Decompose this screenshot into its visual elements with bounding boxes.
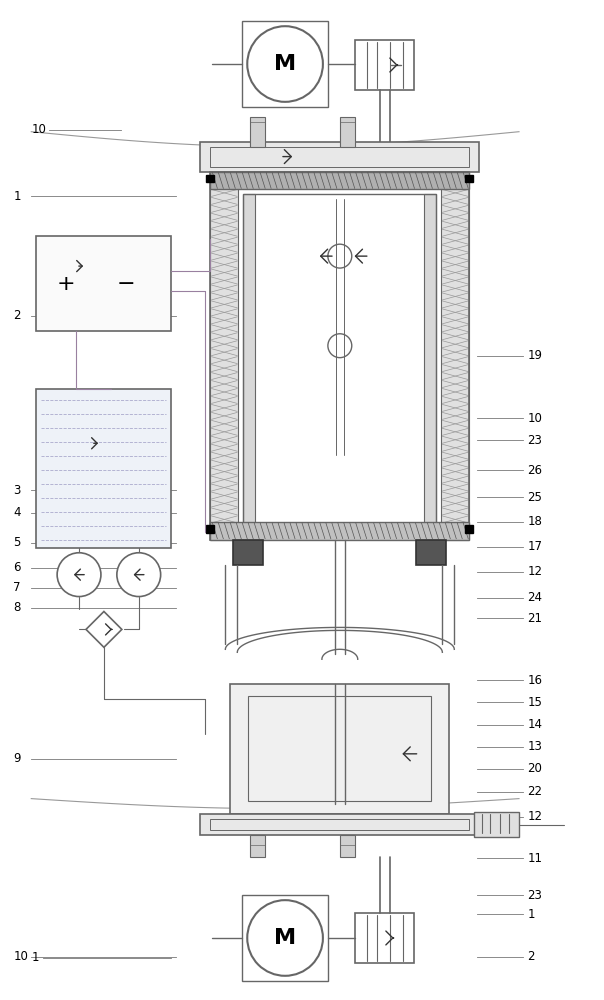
Text: 6: 6 (13, 561, 21, 574)
Bar (340, 835, 355, 857)
Bar (233, 540, 263, 565)
Text: −: − (117, 274, 135, 294)
Text: 12: 12 (527, 810, 542, 823)
Text: 16: 16 (527, 674, 542, 687)
Bar (207, 175, 214, 182)
Bar (417, 540, 446, 565)
Text: 5: 5 (13, 536, 21, 549)
Bar (210, 172, 239, 540)
Bar (242, 895, 328, 981)
Bar (355, 913, 414, 963)
Bar (36, 389, 170, 548)
Bar (474, 812, 519, 837)
Bar (210, 522, 469, 540)
Polygon shape (86, 611, 122, 647)
Text: 2: 2 (13, 309, 21, 322)
Bar (248, 696, 431, 801)
Text: 19: 19 (527, 349, 542, 362)
Bar (243, 194, 255, 535)
Bar (201, 814, 479, 835)
Bar (250, 835, 265, 857)
Text: 26: 26 (527, 464, 542, 477)
Bar (442, 172, 469, 540)
Bar (210, 147, 469, 167)
Text: 4: 4 (13, 506, 21, 519)
Bar (201, 142, 479, 172)
Text: 21: 21 (527, 612, 542, 625)
Bar (465, 525, 473, 533)
Text: M: M (274, 928, 296, 948)
Text: 14: 14 (527, 718, 542, 731)
Text: 25: 25 (527, 491, 542, 504)
Text: 13: 13 (527, 740, 542, 753)
Circle shape (57, 553, 101, 597)
Bar (340, 117, 355, 147)
Text: 22: 22 (527, 785, 542, 798)
Text: 20: 20 (527, 762, 542, 775)
Text: 10: 10 (527, 412, 542, 425)
Text: 11: 11 (527, 852, 542, 865)
Text: 12: 12 (527, 565, 542, 578)
Bar (355, 40, 414, 90)
Bar (250, 117, 265, 147)
Bar (36, 236, 170, 331)
Text: 23: 23 (527, 889, 542, 902)
Text: 23: 23 (527, 434, 542, 447)
Circle shape (247, 26, 323, 102)
Text: 1: 1 (31, 951, 39, 964)
Text: 2: 2 (527, 950, 535, 963)
Text: 17: 17 (527, 540, 542, 553)
Bar (242, 21, 328, 107)
Text: 24: 24 (527, 591, 542, 604)
Bar (425, 194, 436, 535)
Text: +: + (57, 274, 76, 294)
Circle shape (247, 900, 323, 976)
Text: 1: 1 (527, 908, 535, 921)
Text: 18: 18 (527, 515, 542, 528)
Text: 10: 10 (13, 950, 28, 963)
Bar (210, 172, 469, 540)
Text: 7: 7 (13, 581, 21, 594)
Bar (207, 525, 214, 533)
Text: 3: 3 (13, 484, 21, 497)
Bar (210, 172, 469, 189)
Bar (230, 684, 449, 814)
Circle shape (117, 553, 161, 597)
Bar (210, 819, 469, 830)
Text: 9: 9 (13, 752, 21, 765)
Text: 10: 10 (31, 123, 46, 136)
Text: 8: 8 (13, 601, 21, 614)
Text: 15: 15 (527, 696, 542, 709)
Text: 1: 1 (13, 190, 21, 203)
Text: M: M (274, 54, 296, 74)
Bar (465, 175, 473, 182)
Bar (243, 194, 436, 535)
